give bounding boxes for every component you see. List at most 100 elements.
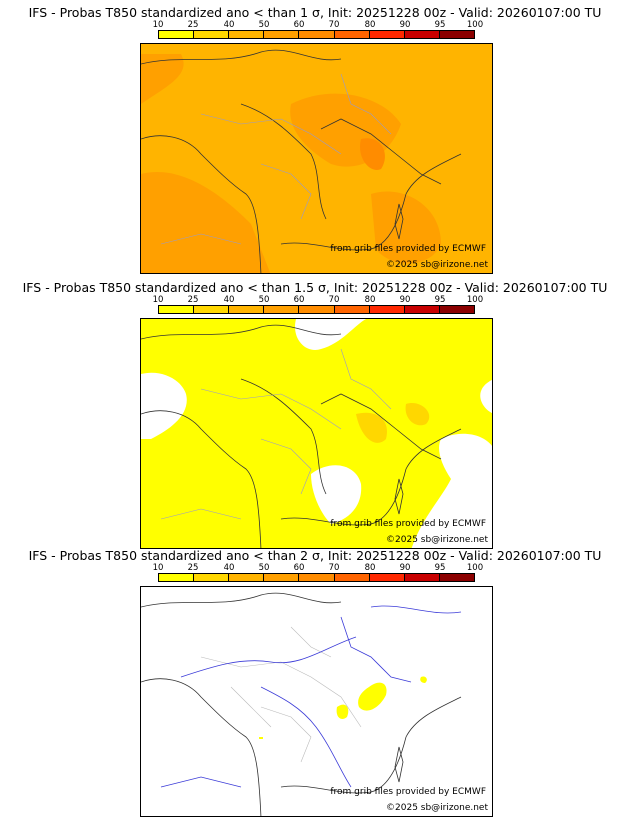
probability-map: from grib files provided by ECMWF ©2025 … (140, 318, 493, 549)
colorbar-tick: 95 (434, 20, 446, 30)
colorbar-swatch (194, 574, 230, 581)
credit-copyright: ©2025 sb@irizone.net (386, 803, 488, 813)
colorbar-labels: 10 25 40 50 60 70 80 90 95 100 (140, 295, 490, 305)
colorbar-tick: 50 (258, 563, 270, 573)
colorbar-swatch (159, 574, 195, 581)
credit-source: from grib files provided by ECMWF (330, 519, 486, 529)
colorbar-swatch (439, 31, 474, 38)
colorbar-tick: 70 (328, 563, 340, 573)
prob-field-below-10 (311, 465, 362, 524)
colorbar-swatch (264, 306, 300, 313)
colorbar-tick: 95 (434, 295, 446, 305)
colorbar-labels: 10 25 40 50 60 70 80 90 95 100 (140, 563, 490, 573)
prob-field-10-25 (336, 704, 349, 719)
prob-field-10-25 (358, 682, 387, 711)
prob-field-25-40 (356, 412, 387, 443)
colorbar-tick: 10 (152, 563, 164, 573)
colorbar (158, 573, 475, 582)
credit-source: from grib files provided by ECMWF (330, 787, 486, 797)
colorbar-swatch (404, 31, 440, 38)
colorbar-tick: 25 (187, 295, 199, 305)
colorbar-swatch (299, 31, 335, 38)
colorbar-tick: 80 (364, 20, 376, 30)
colorbar-swatch (369, 306, 405, 313)
panel-title: IFS - Probas T850 standardized ano < tha… (28, 548, 602, 563)
colorbar-swatch (404, 306, 440, 313)
colorbar-tick: 50 (258, 295, 270, 305)
prob-field-25-40 (405, 403, 430, 426)
map-graphic (141, 587, 492, 816)
rivers (160, 605, 462, 788)
colorbar-tick: 80 (364, 295, 376, 305)
colorbar-tick: 70 (328, 295, 340, 305)
colorbar-tick: 60 (293, 20, 305, 30)
colorbar-swatch (194, 31, 230, 38)
coastlines (141, 592, 462, 816)
colorbar-swatch (159, 31, 195, 38)
map-panel-1-5sigma: IFS - Probas T850 standardized ano < tha… (0, 280, 630, 550)
colorbar (158, 305, 475, 314)
coastlines (141, 324, 462, 548)
colorbar-swatch (439, 574, 474, 581)
prob-field-50-60 (371, 191, 441, 264)
colorbar-swatch (229, 574, 265, 581)
prob-field-50-60 (141, 54, 184, 104)
colorbar-tick: 90 (399, 295, 411, 305)
map-panel-2sigma: IFS - Probas T850 standardized ano < tha… (0, 548, 630, 818)
colorbar-labels: 10 25 40 50 60 70 80 90 95 100 (140, 20, 490, 30)
colorbar-tick: 90 (399, 20, 411, 30)
credit-copyright: ©2025 sb@irizone.net (386, 535, 488, 545)
colorbar-swatch (264, 31, 300, 38)
map-graphic (141, 44, 492, 273)
prob-field-below-10 (141, 372, 187, 439)
credit-copyright: ©2025 sb@irizone.net (386, 260, 488, 270)
colorbar-swatch (334, 574, 370, 581)
colorbar-tick: 10 (152, 20, 164, 30)
panel-title: IFS - Probas T850 standardized ano < tha… (22, 280, 608, 295)
colorbar-swatch (299, 574, 335, 581)
colorbar-tick: 90 (399, 563, 411, 573)
colorbar-tick: 25 (187, 20, 199, 30)
map-panel-1sigma: IFS - Probas T850 standardized ano < tha… (0, 5, 630, 275)
colorbar-tick: 60 (293, 295, 305, 305)
colorbar-swatch (264, 574, 300, 581)
colorbar-swatch (159, 306, 195, 313)
colorbar-swatch (229, 31, 265, 38)
panel-title: IFS - Probas T850 standardized ano < tha… (28, 5, 602, 20)
colorbar-swatch (369, 574, 405, 581)
prob-field-10-25 (420, 676, 427, 683)
colorbar-tick: 100 (466, 563, 484, 573)
credit-source: from grib files provided by ECMWF (330, 244, 486, 254)
colorbar-swatch (299, 306, 335, 313)
colorbar-tick: 25 (187, 563, 199, 573)
map-background (141, 587, 492, 816)
colorbar-tick: 40 (223, 20, 235, 30)
prob-field-50-60 (141, 172, 271, 273)
colorbar-swatch (369, 31, 405, 38)
colorbar-tick: 80 (364, 563, 376, 573)
borders-rivers (160, 348, 392, 520)
borders-rivers (160, 73, 392, 245)
colorbar-swatch (404, 574, 440, 581)
colorbar-tick: 10 (152, 295, 164, 305)
colorbar-swatch (334, 306, 370, 313)
colorbar-tick: 60 (293, 563, 305, 573)
prob-field-60-70 (360, 138, 385, 170)
probability-map: from grib files provided by ECMWF ©2025 … (140, 43, 493, 274)
prob-field-10-25 (259, 737, 263, 739)
colorbar-tick: 95 (434, 563, 446, 573)
colorbar-tick: 40 (223, 563, 235, 573)
colorbar-swatch (439, 306, 474, 313)
colorbar-tick: 70 (328, 20, 340, 30)
colorbar-swatch (194, 306, 230, 313)
admin-borders (200, 626, 362, 763)
colorbar-tick: 100 (466, 295, 484, 305)
prob-field-10-25 (141, 319, 492, 548)
colorbar-swatch (334, 31, 370, 38)
colorbar-tick: 50 (258, 20, 270, 30)
colorbar-tick: 100 (466, 20, 484, 30)
prob-field-below-10 (411, 433, 492, 548)
coastlines (141, 49, 462, 273)
colorbar-swatch (229, 306, 265, 313)
colorbar (158, 30, 475, 39)
